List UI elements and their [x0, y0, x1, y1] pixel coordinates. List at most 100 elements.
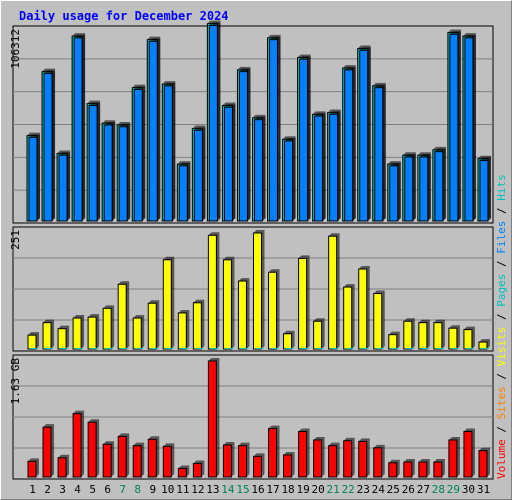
bar-files-day-15 — [238, 71, 248, 222]
bar-files-day-21 — [329, 113, 339, 222]
bar-visits-day-14 — [222, 259, 232, 350]
bar-visits-day-22 — [343, 286, 353, 350]
x-tick-label-day-28: 28 — [432, 483, 445, 496]
bar-pages-day-8 — [135, 348, 144, 349]
bar-volume-day-20 — [313, 439, 323, 478]
bar-visits-day-23 — [358, 268, 368, 350]
bar-volume-day-22 — [343, 440, 353, 478]
x-tick-label-day-13: 13 — [206, 483, 219, 496]
legend-item-5: / — [495, 307, 508, 327]
bar-visits-day-27 — [418, 322, 428, 350]
bar-pages-day-29 — [450, 348, 459, 349]
bar-visits-day-18 — [283, 333, 293, 350]
x-tick-label-day-22: 22 — [342, 483, 355, 496]
bar-volume-day-30 — [463, 430, 473, 478]
bar-volume-day-19 — [298, 430, 308, 478]
legend-text: Volume / Sites / Visits / Pages / Files … — [495, 174, 508, 479]
bar-volume-day-12 — [192, 462, 202, 478]
bar-pages-day-4 — [75, 348, 84, 349]
bar-volume-day-26 — [403, 461, 413, 478]
x-tick-label-day-4: 4 — [74, 483, 81, 496]
panel-hits-files-pages: 106312 — [9, 20, 494, 224]
bar-visits-day-6 — [102, 307, 112, 350]
bar-files-day-19 — [299, 58, 309, 222]
legend-item-4: Visits — [495, 327, 508, 367]
bar-pages-day-27 — [420, 348, 429, 349]
x-tick-label-day-3: 3 — [59, 483, 66, 496]
bar-files-day-26 — [404, 156, 414, 222]
legend-item-0: Volume — [495, 439, 508, 479]
x-tick-label-day-29: 29 — [447, 483, 460, 496]
x-tick-label-day-25: 25 — [387, 483, 400, 496]
bar-volume-day-6 — [102, 443, 112, 478]
bar-files-day-20 — [314, 115, 324, 222]
x-tick-label-day-18: 18 — [281, 483, 294, 496]
bar-files-day-12 — [193, 129, 203, 222]
x-tick-label-day-9: 9 — [149, 483, 156, 496]
bar-visits-day-28 — [433, 322, 443, 350]
x-tick-label-day-1: 1 — [29, 483, 36, 496]
bar-pages-day-7 — [120, 348, 129, 349]
bar-pages-day-17 — [270, 348, 279, 349]
bar-files-day-27 — [419, 156, 429, 222]
bar-volume-day-16 — [252, 455, 262, 478]
chart-title: Daily usage for December 2024 — [19, 9, 229, 23]
bar-files-day-13 — [208, 24, 218, 222]
bar-visits-day-2 — [42, 322, 52, 350]
bar-pages-day-5 — [90, 348, 99, 349]
bar-volume-day-2 — [42, 426, 52, 478]
bar-volume-day-25 — [388, 462, 398, 478]
legend-item-6: Pages — [495, 274, 508, 307]
bar-files-day-25 — [389, 165, 399, 222]
x-tick-label-day-15: 15 — [236, 483, 249, 496]
x-tick-label-day-12: 12 — [191, 483, 204, 496]
bar-pages-day-2 — [45, 348, 54, 349]
legend-item-9: / — [495, 201, 508, 221]
bar-volume-day-3 — [57, 457, 67, 478]
bar-pages-day-3 — [60, 348, 69, 349]
bar-visits-day-19 — [298, 257, 308, 350]
bar-volume-day-5 — [87, 421, 97, 478]
bar-pages-day-26 — [405, 348, 414, 349]
bar-volume-day-23 — [358, 440, 368, 478]
bar-pages-day-23 — [360, 348, 369, 349]
bar-files-day-11 — [178, 165, 188, 222]
bar-pages-day-6 — [105, 348, 114, 349]
bar-volume-day-18 — [283, 454, 293, 478]
bar-files-day-30 — [464, 37, 474, 222]
x-tick-label-day-14: 14 — [221, 483, 235, 496]
bar-files-day-9 — [148, 40, 158, 222]
bar-pages-day-11 — [180, 348, 189, 349]
bar-files-day-23 — [359, 49, 369, 222]
x-tick-label-day-11: 11 — [176, 483, 189, 496]
bar-pages-day-13 — [210, 348, 219, 349]
chart-panels: 106312 251 1.63 GB — [9, 20, 494, 480]
bar-files-day-7 — [118, 126, 128, 222]
x-tick-label-day-20: 20 — [312, 483, 325, 496]
bar-visits-day-12 — [192, 302, 202, 350]
bar-visits-day-29 — [448, 327, 458, 350]
legend-item-3: / — [495, 366, 508, 386]
bar-visits-day-30 — [463, 329, 473, 350]
bar-files-day-24 — [374, 87, 384, 222]
bar-visits-day-17 — [268, 271, 278, 350]
bar-volume-day-17 — [268, 428, 278, 478]
bar-pages-day-12 — [195, 348, 204, 349]
bar-pages-day-18 — [285, 348, 294, 349]
bar-visits-day-4 — [72, 317, 82, 350]
right-legend: Volume / Sites / Visits / Pages / Files … — [495, 174, 508, 479]
bar-visits-day-31 — [478, 341, 488, 350]
bar-visits-day-25 — [388, 334, 398, 350]
bar-volume-day-13 — [207, 360, 217, 478]
bar-files-day-1 — [28, 136, 38, 222]
x-tick-label-day-30: 30 — [462, 483, 475, 496]
bar-visits-day-3 — [57, 328, 67, 350]
x-axis-labels: 1 2 3 4 5 6 7 8 9 10 11 12 13 14 15 16 17 18 19 20 21 22 23 24 2… — [29, 483, 490, 496]
bar-files-day-31 — [479, 160, 489, 222]
bar-visits-day-15 — [237, 280, 247, 350]
bar-pages-day-9 — [150, 348, 159, 349]
legend-item-10: Hits — [495, 174, 508, 201]
bar-files-day-16 — [253, 119, 263, 222]
